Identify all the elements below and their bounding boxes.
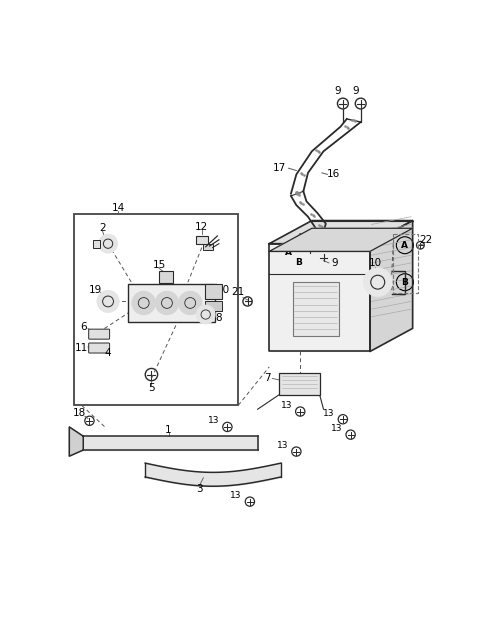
Text: 18: 18 bbox=[73, 408, 86, 418]
Text: A: A bbox=[285, 248, 292, 258]
Polygon shape bbox=[370, 220, 413, 352]
Bar bbox=[159, 271, 173, 283]
Text: A: A bbox=[401, 241, 408, 249]
Text: B: B bbox=[401, 278, 408, 287]
Text: 12: 12 bbox=[195, 222, 208, 232]
Circle shape bbox=[132, 292, 156, 314]
Polygon shape bbox=[269, 228, 413, 251]
Text: 22: 22 bbox=[419, 235, 432, 245]
Circle shape bbox=[99, 235, 117, 253]
Text: 8: 8 bbox=[216, 313, 222, 322]
Text: 17: 17 bbox=[273, 163, 286, 173]
Text: 16: 16 bbox=[327, 170, 340, 180]
Circle shape bbox=[364, 268, 392, 296]
Text: 15: 15 bbox=[153, 260, 166, 271]
Text: 13: 13 bbox=[230, 491, 241, 500]
Bar bbox=[196, 236, 208, 244]
Text: 10: 10 bbox=[369, 258, 382, 268]
Bar bbox=[292, 282, 339, 336]
Text: 14: 14 bbox=[111, 203, 125, 214]
Bar bbox=[74, 214, 238, 405]
Text: 21: 21 bbox=[232, 287, 245, 297]
Text: 13: 13 bbox=[208, 417, 219, 425]
Text: 5: 5 bbox=[148, 383, 155, 394]
Text: 9: 9 bbox=[297, 233, 303, 243]
Text: 3: 3 bbox=[196, 483, 203, 493]
Polygon shape bbox=[69, 427, 83, 456]
Text: 1: 1 bbox=[165, 425, 172, 435]
Text: 9: 9 bbox=[352, 86, 359, 96]
Circle shape bbox=[156, 292, 179, 314]
Text: 6: 6 bbox=[80, 322, 86, 332]
Text: 19: 19 bbox=[89, 285, 102, 295]
Bar bbox=[393, 235, 418, 293]
Bar bbox=[93, 240, 100, 248]
Text: 20: 20 bbox=[216, 285, 229, 295]
Text: 13: 13 bbox=[280, 401, 292, 410]
Text: 9: 9 bbox=[332, 258, 338, 268]
Text: 11: 11 bbox=[75, 343, 88, 353]
Text: 4: 4 bbox=[105, 348, 111, 358]
Polygon shape bbox=[269, 244, 370, 352]
Text: 13: 13 bbox=[276, 441, 288, 450]
FancyBboxPatch shape bbox=[89, 343, 109, 353]
FancyBboxPatch shape bbox=[89, 329, 109, 339]
Circle shape bbox=[97, 291, 119, 312]
Bar bbox=[205, 301, 222, 311]
Text: B: B bbox=[295, 258, 302, 267]
Text: 13: 13 bbox=[331, 424, 342, 433]
Polygon shape bbox=[83, 436, 258, 450]
Circle shape bbox=[179, 292, 202, 314]
Text: 7: 7 bbox=[264, 373, 270, 383]
Bar bbox=[205, 284, 222, 299]
Bar bbox=[279, 373, 320, 394]
Circle shape bbox=[196, 305, 215, 324]
Bar bbox=[128, 284, 215, 322]
Text: 9: 9 bbox=[334, 86, 341, 96]
Text: 13: 13 bbox=[323, 409, 335, 418]
Polygon shape bbox=[269, 220, 413, 244]
Text: 2: 2 bbox=[99, 223, 106, 233]
Bar bbox=[204, 244, 213, 250]
